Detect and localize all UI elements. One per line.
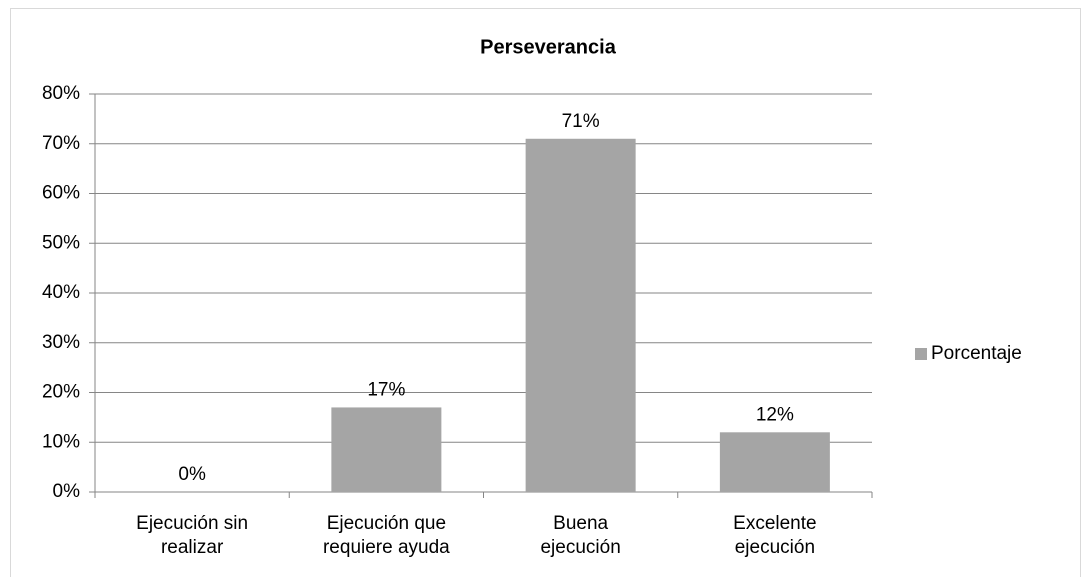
x-tick-label: Excelente ejecución xyxy=(733,513,817,558)
y-tick-label: 30% xyxy=(42,332,80,353)
legend-label: Porcentaje xyxy=(931,343,1022,364)
bar xyxy=(719,432,830,492)
data-label: 12% xyxy=(756,404,794,425)
chart-border xyxy=(10,8,1081,577)
data-label: 17% xyxy=(367,379,405,400)
y-tick-label: 60% xyxy=(42,183,80,204)
data-label: 0% xyxy=(178,464,206,485)
data-label: 71% xyxy=(562,111,600,132)
y-tick-label: 10% xyxy=(42,431,80,452)
bar xyxy=(525,138,636,492)
y-tick-label: 70% xyxy=(42,133,80,154)
legend-swatch xyxy=(915,348,927,360)
y-tick-label: 0% xyxy=(53,481,81,502)
y-tick-label: 50% xyxy=(42,232,80,253)
bar xyxy=(331,407,442,492)
chart-title: Perseverancia xyxy=(480,36,617,58)
y-tick-label: 20% xyxy=(42,382,80,403)
x-tick-label: Ejecución que requiere ayuda xyxy=(322,513,450,558)
y-tick-label: 80% xyxy=(42,83,80,104)
x-tick-label: Buena ejecución xyxy=(540,513,621,558)
y-tick-label: 40% xyxy=(42,282,80,303)
x-tick-label: Ejecución sin realizar xyxy=(136,513,249,558)
